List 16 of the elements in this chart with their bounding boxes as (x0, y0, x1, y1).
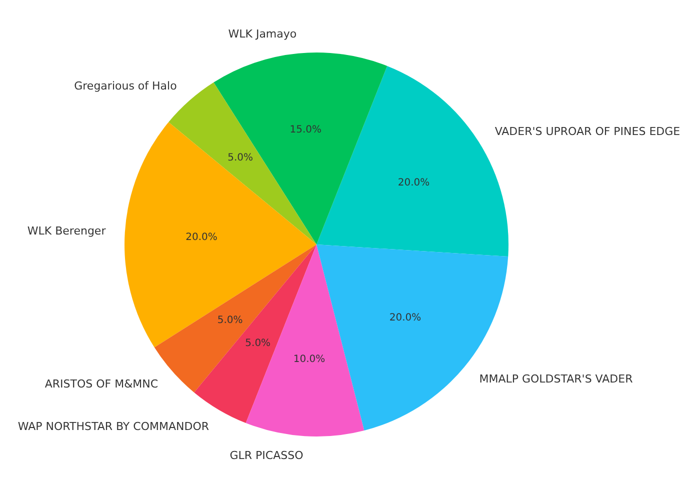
data-label: 20.0% (398, 177, 430, 188)
data-label: 20.0% (389, 312, 422, 324)
slice-label: GLR PICASSO (230, 448, 304, 462)
slice-label: WLK Jamayo (228, 28, 297, 41)
slice-label: VADER'S UPROAR OF PINES EDGE (494, 124, 680, 138)
data-label: 15.0% (290, 124, 322, 136)
slice-label: ARISTOS OF M&MNC (44, 378, 158, 391)
data-label: 20.0% (186, 232, 218, 243)
slice-label: Gregarious of Halo (74, 80, 178, 93)
data-label: 5.0% (245, 338, 271, 350)
data-label: 5.0% (217, 315, 243, 326)
data-label: 10.0% (293, 354, 326, 365)
slice-label: MMALP GOLDSTAR'S VADER (479, 372, 634, 386)
slice-label: WLK Berenger (27, 224, 106, 238)
data-label: 5.0% (228, 152, 254, 164)
slice-label: WAP NORTHSTAR BY COMMANDOR (18, 420, 210, 433)
